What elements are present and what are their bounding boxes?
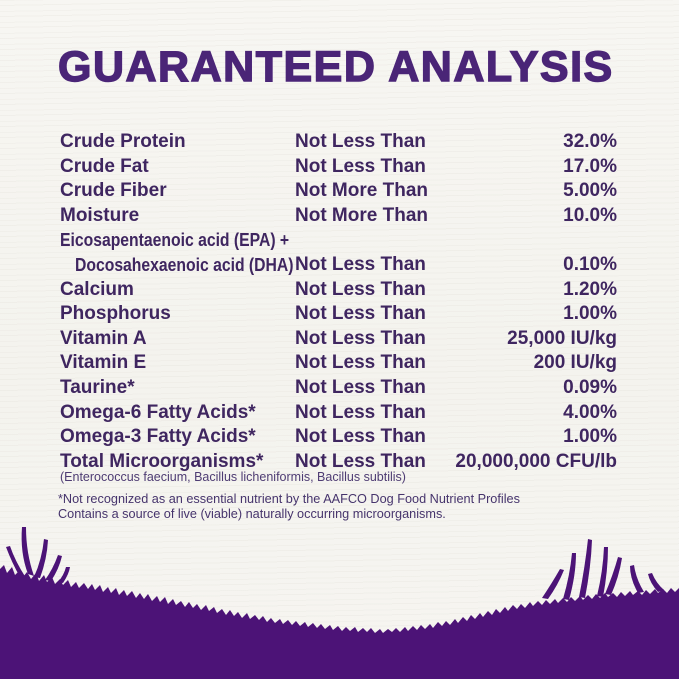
grass-hill [0,565,679,679]
nutrient-label: Phosphorus [60,303,171,325]
condition-label: Not Less Than [295,426,426,448]
grass-blade [605,557,622,595]
nutrient-label: Total Microorganisms* [60,450,264,472]
grass-blade [45,555,62,581]
condition-label: Not Less Than [295,327,426,349]
nutrient-label: Crude Fat [60,155,149,177]
nutrient-value: 0.09% [563,376,617,398]
table-row-epa-line1: Eicosapentaenoic acid (EPA) + [60,229,617,254]
grass-blade [542,569,564,599]
nutrient-label: Eicosapentaenoic acid (EPA) + [60,229,290,251]
grass-blade [6,546,26,578]
table-row: Taurine* Not Less Than 0.09% [60,377,617,402]
table-row: Phosphorus Not Less Than 1.00% [60,303,617,328]
nutrient-label: Docosahexaenoic acid (DHA) [75,253,294,275]
nutrient-label: Crude Fiber [60,180,167,202]
nutrient-value: 5.00% [563,180,617,202]
condition-label: Not Less Than [295,450,426,472]
nutrient-label: Calcium [60,278,134,300]
condition-label: Not Less Than [295,253,426,275]
page-title: GUARANTEED ANALYSIS [57,43,614,91]
table-row: Crude Protein Not Less Than 32.0% [60,131,617,156]
condition-label: Not More Than [295,204,428,226]
grass-blade [630,565,644,593]
table-row: Moisture Not More Than 10.0% [60,205,617,230]
condition-label: Not More Than [295,180,428,202]
footnotes: *Not recognized as an essential nutrient… [58,492,520,521]
nutrient-value: 10.0% [563,204,617,226]
nutrient-value: 1.20% [563,278,617,300]
nutrient-label: Taurine* [60,376,135,398]
condition-label: Not Less Than [295,352,426,374]
grass-blade [648,573,664,592]
microorganisms-species-note: (Enterococcus faecium, Bacillus lichenif… [60,470,406,484]
table-row: Vitamin E Not Less Than 200 IU/kg [60,352,617,377]
table-row: Crude Fat Not Less Than 17.0% [60,156,617,181]
grass-silhouette [0,527,679,679]
grass-blade [58,567,70,583]
table-row: Total Microorganisms* Not Less Than 20,0… [60,451,617,476]
nutrient-label: Vitamin A [60,327,147,349]
table-row: Omega-6 Fatty Acids* Not Less Than 4.00% [60,402,617,427]
condition-label: Not Less Than [295,303,426,325]
condition-label: Not Less Than [295,278,426,300]
nutrient-value: 17.0% [563,155,617,177]
condition-label: Not Less Than [295,376,426,398]
table-row: Crude Fiber Not More Than 5.00% [60,180,617,205]
grass-blade [34,539,48,578]
nutrient-value: 25,000 IU/kg [507,327,617,349]
footnote-aafco: *Not recognized as an essential nutrient… [58,492,520,506]
table-row-epa-line2: Docosahexaenoic acid (DHA) Not Less Than… [60,254,617,279]
footnote-live-microorganisms: Contains a source of live (viable) natur… [58,506,446,521]
condition-label: Not Less Than [295,401,426,423]
nutrient-value: 32.0% [563,131,617,152]
table-row: Omega-3 Fatty Acids* Not Less Than 1.00% [60,426,617,451]
nutrient-label: Vitamin E [60,352,147,374]
grass-blade [597,547,608,597]
grass-blade [563,553,576,600]
nutrient-label: Omega-6 Fatty Acids* [60,401,256,423]
nutrient-value: 1.00% [563,303,617,325]
nutrient-value: 0.10% [563,253,617,275]
nutrient-value: 200 IU/kg [533,352,617,374]
nutrient-label: Moisture [60,204,140,226]
guaranteed-analysis-table: Crude Protein Not Less Than 32.0% Crude … [60,131,617,475]
nutrient-value: 1.00% [563,426,617,448]
nutrient-value: 20,000,000 CFU/lb [455,450,617,472]
grass-blade [579,539,592,598]
condition-label: Not Less Than [295,131,426,152]
nutrient-label: Omega-3 Fatty Acids* [60,426,256,448]
nutrient-value: 4.00% [563,401,617,423]
nutrient-label: Crude Protein [60,131,186,152]
table-row: Calcium Not Less Than 1.20% [60,279,617,304]
table-row: Vitamin A Not Less Than 25,000 IU/kg [60,328,617,353]
condition-label: Not Less Than [295,155,426,177]
grass-blade [21,527,34,576]
